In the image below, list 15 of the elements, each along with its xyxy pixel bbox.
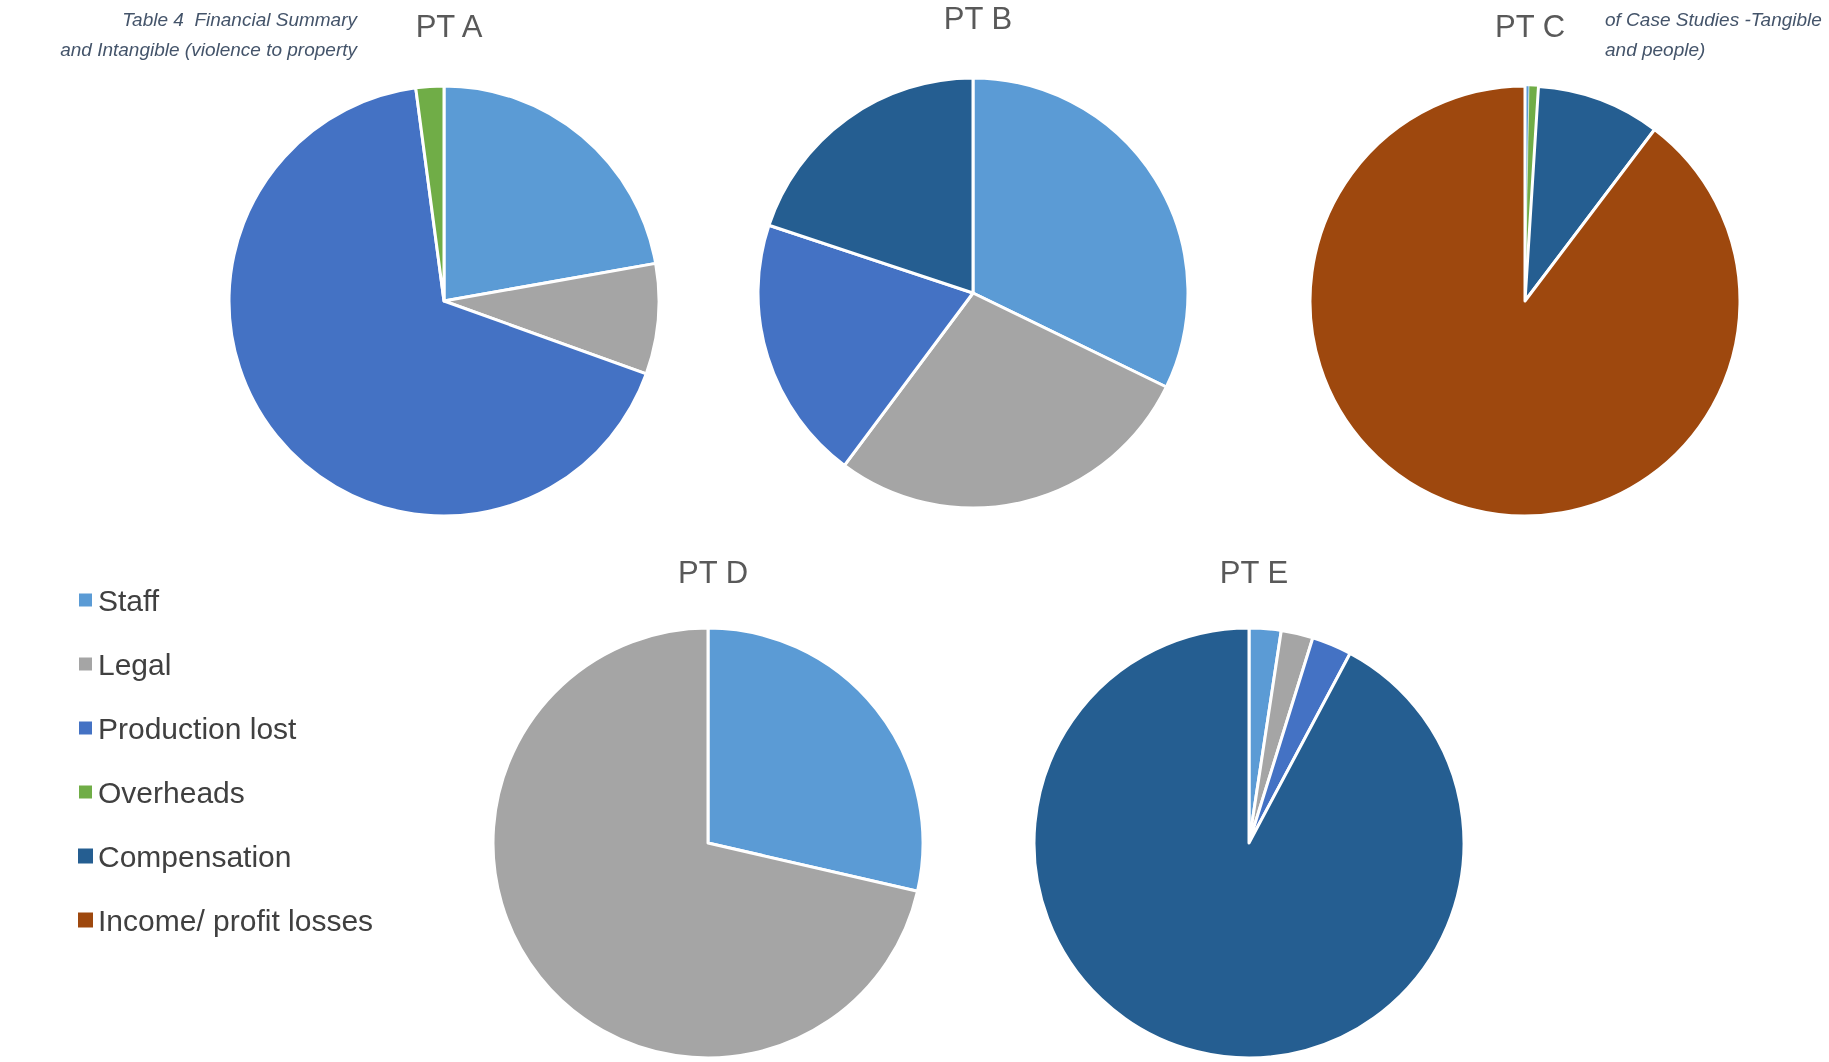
caption: Table 4 Financial Summary [122, 9, 359, 30]
text: and Intangible (violence to property [60, 39, 359, 60]
legend-label: Legal [98, 647, 172, 681]
legend-label: Income/ profit losses [98, 903, 374, 937]
slice-label: PT B [943, 1, 1013, 36]
slice-label: PT A [415, 9, 483, 44]
slice-label: PT D [677, 555, 749, 590]
legend-label: Compensation [98, 839, 292, 873]
legend-label: Staff [98, 583, 160, 617]
slice-label: PT E [1219, 555, 1289, 590]
text: and people) [1605, 39, 1706, 60]
legend-label: Production lost [98, 711, 298, 745]
text: of Case Studies -Tangible [1605, 9, 1822, 30]
slice-label: PT C [1494, 9, 1566, 44]
legend-label: Overheads [98, 775, 245, 809]
